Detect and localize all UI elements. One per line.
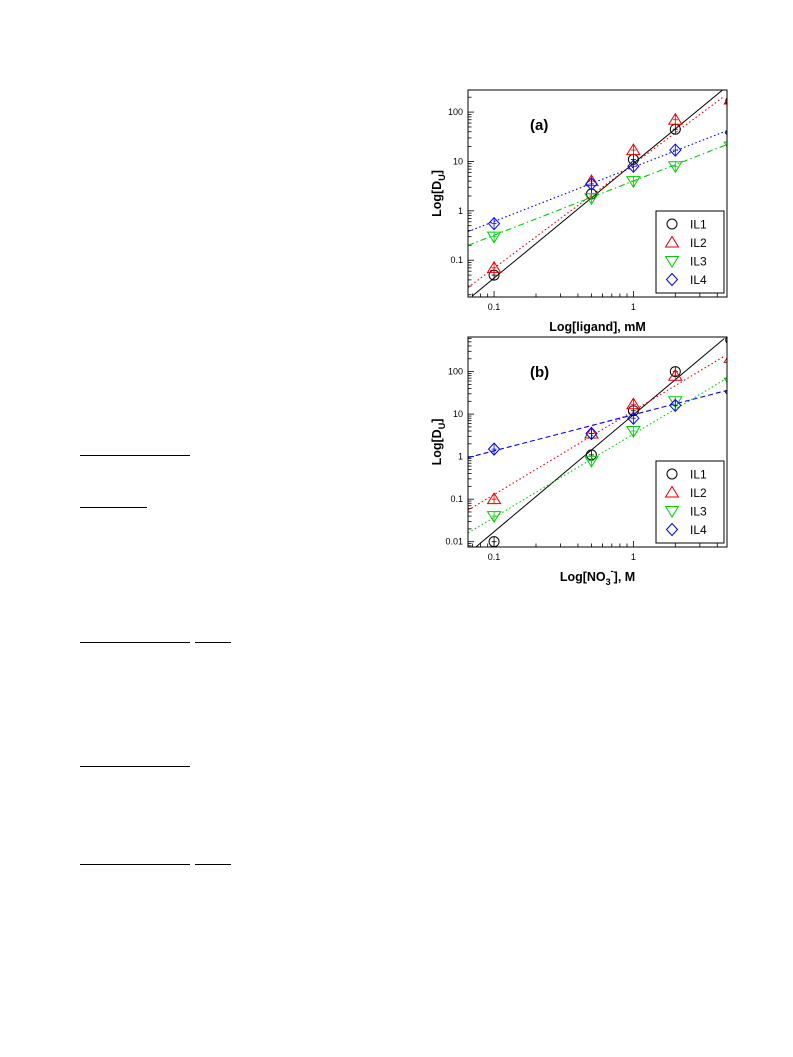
blank-rule bbox=[80, 455, 190, 456]
data-point-il4 bbox=[585, 426, 598, 441]
data-point-il1 bbox=[725, 337, 727, 344]
legend-label: IL1 bbox=[690, 468, 707, 482]
x-tick-label: 1 bbox=[631, 552, 636, 562]
legend-label: IL1 bbox=[690, 218, 707, 232]
data-point-il4 bbox=[627, 159, 640, 173]
x-axis-title: Log[NO3-], M bbox=[560, 566, 635, 587]
minor-ticks bbox=[468, 96, 718, 297]
x-tick-label: 0.1 bbox=[488, 552, 501, 562]
data-point-il4 bbox=[487, 442, 501, 456]
legend-marker-il2 bbox=[664, 235, 680, 248]
chart-panel-a: 0.1 1 0.1 1 10 100 (a) IL1 IL2 IL3 IL4 Log[DU] Log[l… bbox=[430, 89, 728, 334]
data-point-il2 bbox=[486, 492, 502, 505]
data-point-il2 bbox=[667, 368, 683, 381]
y-axis-title: Log[DU] bbox=[430, 419, 447, 466]
x-tick-label: 0.1 bbox=[488, 302, 501, 312]
legend: IL1 IL2 IL3 IL4 bbox=[655, 210, 725, 294]
y-tick-label: 0.01 bbox=[445, 537, 463, 547]
y-tick-label: 1 bbox=[458, 452, 463, 462]
data-point-il4 bbox=[627, 411, 640, 425]
blank-rule bbox=[80, 642, 190, 643]
chart-panel-b: 0.1 1 0.01 0.1 1 10 100 (b) IL1 IL2 IL3 IL4 Log[DU] L… bbox=[430, 336, 728, 587]
data-point-il2 bbox=[625, 397, 641, 410]
data-point-il2 bbox=[723, 356, 727, 363]
y-tick-label: 1 bbox=[458, 206, 463, 216]
y-tick-label: 10 bbox=[453, 409, 463, 419]
legend-marker-il2 bbox=[664, 485, 680, 498]
fit-line-il1 bbox=[472, 90, 724, 297]
x-tick-label: 1 bbox=[631, 302, 636, 312]
data-point-il3 bbox=[486, 231, 502, 244]
y-tick-label: 10 bbox=[453, 156, 463, 166]
data-point-il3 bbox=[625, 176, 641, 189]
data-point-il4 bbox=[585, 177, 598, 191]
data-point-il3 bbox=[723, 141, 727, 148]
plot-frame bbox=[467, 336, 728, 548]
legend-marker-il1 bbox=[666, 218, 678, 230]
data-point-il3 bbox=[584, 455, 599, 468]
x-axis-title: Log[ligand], mM bbox=[549, 320, 646, 334]
data-point-il3 bbox=[584, 193, 599, 206]
data-point-il3 bbox=[667, 161, 683, 174]
data-point-il1 bbox=[488, 536, 500, 547]
y-tick-label: 0.1 bbox=[450, 255, 463, 265]
blank-rule bbox=[80, 507, 147, 508]
y-axis-title: Log[DU] bbox=[430, 170, 447, 217]
legend-marker-il4 bbox=[665, 522, 679, 537]
fit-line-il2 bbox=[468, 95, 725, 288]
data-point-il2 bbox=[625, 143, 641, 156]
legend-marker-il1 bbox=[666, 468, 678, 480]
data-point-il4 bbox=[669, 398, 682, 413]
legend-label: IL2 bbox=[690, 486, 707, 500]
data-points bbox=[486, 97, 727, 281]
data-point-il3 bbox=[486, 511, 502, 524]
blank-rule bbox=[80, 864, 190, 865]
minor-ticks bbox=[468, 338, 718, 547]
legend-marker-il3 bbox=[664, 506, 680, 518]
y-tick-label: 0.1 bbox=[450, 494, 463, 504]
fit-line-il2 bbox=[468, 355, 725, 511]
legend-label: IL4 bbox=[690, 273, 707, 287]
data-point-il2 bbox=[486, 260, 502, 273]
legend-label: IL4 bbox=[690, 523, 707, 537]
blank-rule bbox=[80, 766, 190, 767]
legend-label: IL3 bbox=[690, 255, 707, 269]
data-point-il2 bbox=[667, 112, 683, 125]
blank-rule bbox=[195, 642, 231, 643]
data-point-il4 bbox=[487, 216, 501, 231]
panel-label: (a) bbox=[530, 117, 548, 134]
data-points bbox=[486, 337, 727, 547]
legend: IL1 IL2 IL3 IL4 bbox=[655, 460, 725, 544]
y-tick-label: 100 bbox=[448, 367, 463, 377]
data-point-il4 bbox=[669, 143, 682, 157]
plot-frame bbox=[467, 89, 728, 298]
panel-label: (b) bbox=[530, 364, 549, 381]
legend-label: IL3 bbox=[690, 505, 707, 519]
legend-marker-il4 bbox=[665, 272, 679, 287]
fit-lines bbox=[468, 338, 727, 547]
data-point-il1 bbox=[669, 123, 681, 135]
fit-line-il1 bbox=[475, 338, 725, 547]
fit-line-il4 bbox=[468, 389, 727, 459]
y-tick-label: 100 bbox=[448, 107, 463, 117]
legend-label: IL2 bbox=[690, 236, 707, 250]
legend-marker-il3 bbox=[664, 256, 680, 268]
data-point-il3 bbox=[625, 426, 641, 438]
blank-rule bbox=[195, 864, 231, 865]
